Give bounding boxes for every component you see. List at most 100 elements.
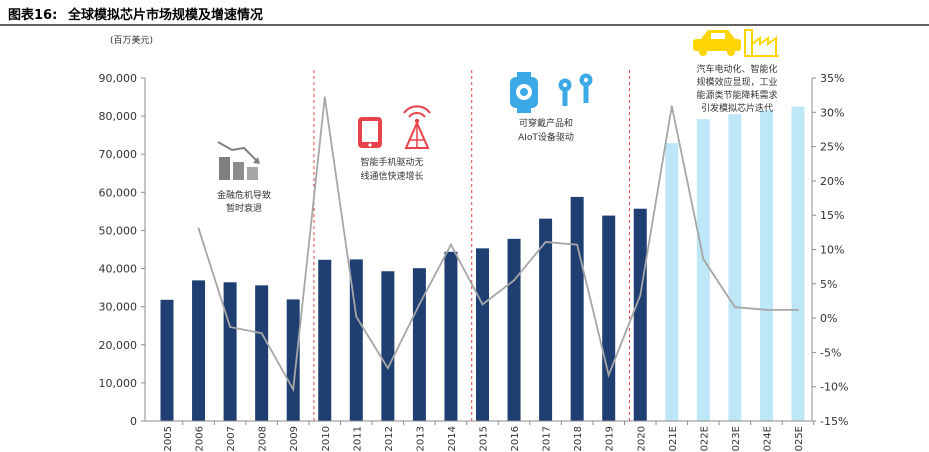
unit-label: (百万美元) bbox=[110, 34, 153, 46]
bar-2007 bbox=[223, 282, 237, 421]
x-tick-label: 2022E bbox=[699, 426, 710, 452]
x-tick-label: 2011 bbox=[352, 426, 363, 451]
growth-line bbox=[197, 97, 798, 393]
growth-point-2007 bbox=[229, 326, 232, 328]
y-right-tick-label: 25% bbox=[820, 141, 844, 154]
y-right-tick-label: 10% bbox=[820, 244, 844, 257]
y-left-tick-label: 70,000 bbox=[99, 148, 138, 161]
growth-point-2010 bbox=[323, 96, 326, 99]
smartwatch-icon bbox=[510, 72, 538, 113]
y-right-tick-label: 15% bbox=[820, 209, 844, 222]
x-tick-label: 2016 bbox=[510, 426, 521, 451]
x-tick-label: 2025E bbox=[794, 426, 805, 452]
annotation-mobile: 智能手机驱动无线通信快速增长 bbox=[358, 105, 431, 182]
period-dividers bbox=[313, 70, 630, 421]
figure-title: 全球模拟芯片市场规模及增速情况 bbox=[67, 7, 263, 23]
x-tick-label: 2017 bbox=[542, 426, 553, 451]
annotation-wearable: 可穿戴产品和 AIoT设备驱动 bbox=[510, 72, 593, 143]
y-left-tick-label: 30,000 bbox=[99, 301, 138, 314]
annotation-line: 金融危机导致 bbox=[217, 189, 271, 201]
growth-point-2015 bbox=[481, 303, 484, 306]
growth-point-2006 bbox=[197, 227, 200, 230]
annotation-auto-text: 汽车电动化、智能化规模效应显现，工业能源类节能降耗需求引发模拟芯片迭代 bbox=[696, 63, 777, 114]
y-right-tick-label: 35% bbox=[820, 72, 844, 85]
car-icon bbox=[693, 30, 741, 56]
growth-point-2024E bbox=[765, 308, 768, 311]
y-left-tick-label: 80,000 bbox=[99, 110, 138, 123]
x-tick-label: 2018 bbox=[573, 426, 584, 451]
growth-point-2008 bbox=[260, 332, 263, 335]
bar-2025E bbox=[791, 106, 805, 421]
growth-point-2011 bbox=[355, 315, 358, 318]
bar-2013 bbox=[412, 268, 426, 421]
bar-2010 bbox=[318, 259, 332, 421]
y-right-tick-label: -15% bbox=[820, 415, 848, 428]
x-tick-label: 2023E bbox=[731, 426, 742, 452]
x-tick-label: 2019 bbox=[605, 426, 616, 451]
x-tick-label: 2014 bbox=[447, 426, 458, 451]
annotation-line: 能源类节能降耗需求 bbox=[696, 89, 777, 101]
annotation-line: 智能手机驱动无 bbox=[360, 156, 423, 168]
x-tick-label: 2013 bbox=[415, 426, 426, 451]
x-tick-label: 2010 bbox=[321, 426, 332, 451]
x-tick-label: 2021E bbox=[668, 426, 679, 452]
bar-2008 bbox=[255, 285, 269, 421]
growth-point-2014 bbox=[450, 243, 452, 246]
x-tick-label: 2008 bbox=[258, 426, 269, 451]
annotation-line: 可穿戴产品和 bbox=[519, 117, 573, 129]
growth-point-2019 bbox=[607, 374, 610, 376]
growth-point-2018 bbox=[576, 243, 579, 246]
y-left-tick-label: 50,000 bbox=[99, 224, 138, 237]
y-left-tick-label: 0 bbox=[130, 415, 137, 428]
bar-2009 bbox=[286, 299, 300, 421]
annotation-mobile-text: 智能手机驱动无线通信快速增长 bbox=[360, 156, 423, 182]
signal-tower-icon bbox=[403, 105, 431, 149]
growth-point-2020 bbox=[639, 294, 642, 297]
bar-2022E bbox=[696, 119, 710, 421]
annotation-line: AIoT设备驱动 bbox=[518, 131, 574, 143]
growth-point-2022E bbox=[702, 258, 705, 261]
bar-2016 bbox=[507, 238, 521, 421]
bar-2014 bbox=[444, 251, 458, 421]
figure-label: 图表16: bbox=[8, 7, 57, 23]
x-tick-label: 2012 bbox=[384, 426, 395, 451]
y-left-tick-label: 40,000 bbox=[99, 263, 138, 276]
bar-2005 bbox=[160, 299, 174, 421]
bar-series bbox=[160, 106, 805, 422]
x-tick-label: 2024E bbox=[762, 426, 773, 452]
axes: 0 10,000 20,000 30,000 40,000 50,000 60,000 70,… bbox=[99, 72, 849, 452]
bar-2018 bbox=[570, 196, 584, 421]
growth-point-2017 bbox=[544, 241, 547, 243]
annotation-auto: 汽车电动化、智能化规模效应显现，工业能源类节能降耗需求引发模拟芯片迭代 bbox=[693, 29, 779, 114]
keys-icon bbox=[558, 73, 593, 106]
bar-2023E bbox=[728, 114, 742, 421]
bar-2006 bbox=[192, 280, 206, 421]
declining-bars-icon bbox=[217, 141, 260, 180]
bar-2024E bbox=[759, 110, 773, 422]
y-right-tick-label: -10% bbox=[820, 381, 848, 394]
growth-point-2016 bbox=[513, 279, 515, 282]
bar-2020 bbox=[633, 208, 647, 421]
growth-point-2025E bbox=[797, 308, 799, 311]
y-right-tick-label: 0% bbox=[820, 312, 837, 325]
annotation-crisis-text: 金融危机导致暂时衰退 bbox=[217, 189, 271, 214]
y-left-tick-label: 60,000 bbox=[99, 186, 138, 199]
annotation-line: 线通信快速增长 bbox=[360, 170, 423, 182]
growth-point-2021E bbox=[670, 105, 673, 108]
annotation-line: 引发模拟芯片迭代 bbox=[701, 102, 773, 114]
growth-point-2012 bbox=[386, 367, 389, 370]
x-tick-label: 2005 bbox=[163, 426, 174, 451]
annotation-line: 规模效应显现，工业 bbox=[696, 76, 777, 88]
growth-point-2023E bbox=[734, 306, 736, 309]
x-tick-label: 2006 bbox=[195, 426, 206, 451]
growth-line-series bbox=[197, 96, 799, 393]
factory-icon bbox=[744, 29, 779, 57]
bar-2021E bbox=[665, 143, 679, 422]
bar-2015 bbox=[476, 248, 489, 421]
x-tick-label: 2015 bbox=[479, 426, 490, 451]
y-left-tick-label: 10,000 bbox=[99, 377, 138, 390]
annotation-wearable-text: 可穿戴产品和 AIoT设备驱动 bbox=[518, 117, 574, 143]
smartphone-icon bbox=[358, 117, 382, 148]
bar-2017 bbox=[539, 218, 553, 421]
